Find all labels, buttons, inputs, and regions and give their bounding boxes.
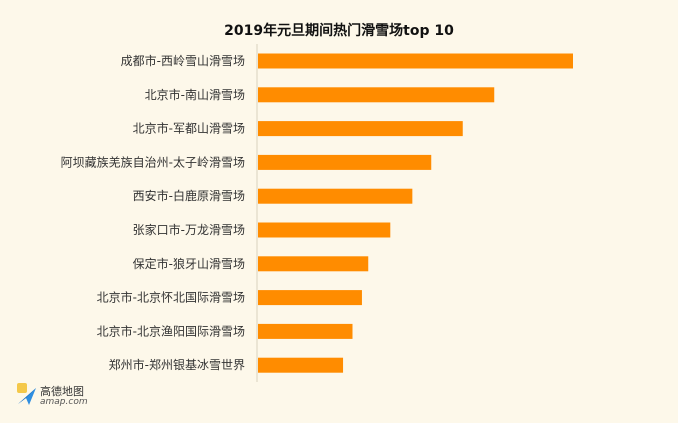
bar [258, 154, 432, 170]
category-label: 北京市-北京怀北国际滑雪场 [97, 290, 245, 305]
category-label: 西安市-白鹿原滑雪场 [133, 188, 245, 203]
bar [258, 188, 413, 204]
category-label: 北京市-南山滑雪场 [145, 87, 245, 102]
bar [258, 290, 362, 306]
category-label: 保定市-狼牙山滑雪场 [133, 256, 245, 271]
bar [258, 121, 463, 137]
amap-logo-icon [17, 383, 36, 405]
bar [258, 357, 344, 373]
chart-title: 2019年元旦期间热门滑雪场top 10 [224, 23, 454, 39]
category-label: 北京市-北京渔阳国际滑雪场 [97, 323, 245, 338]
category-label: 张家口市-万龙滑雪场 [133, 222, 245, 237]
category-label: 郑州市-郑州银基冰雪世界 [109, 357, 245, 372]
bar [258, 256, 369, 272]
category-label: 阿坝藏族羌族自治州-太子岭滑雪场 [61, 154, 245, 169]
category-label: 北京市-军都山滑雪场 [133, 121, 245, 136]
amap-logo: 高德地图 amap.com [16, 382, 126, 412]
logo-brand-name: 高德地图 [40, 385, 84, 398]
bar [258, 87, 495, 103]
bar [258, 53, 573, 69]
bar [258, 323, 353, 339]
logo-url: amap.com [40, 397, 88, 407]
category-label: 成都市-西岭雪山滑雪场 [121, 53, 245, 68]
bar [258, 222, 391, 238]
